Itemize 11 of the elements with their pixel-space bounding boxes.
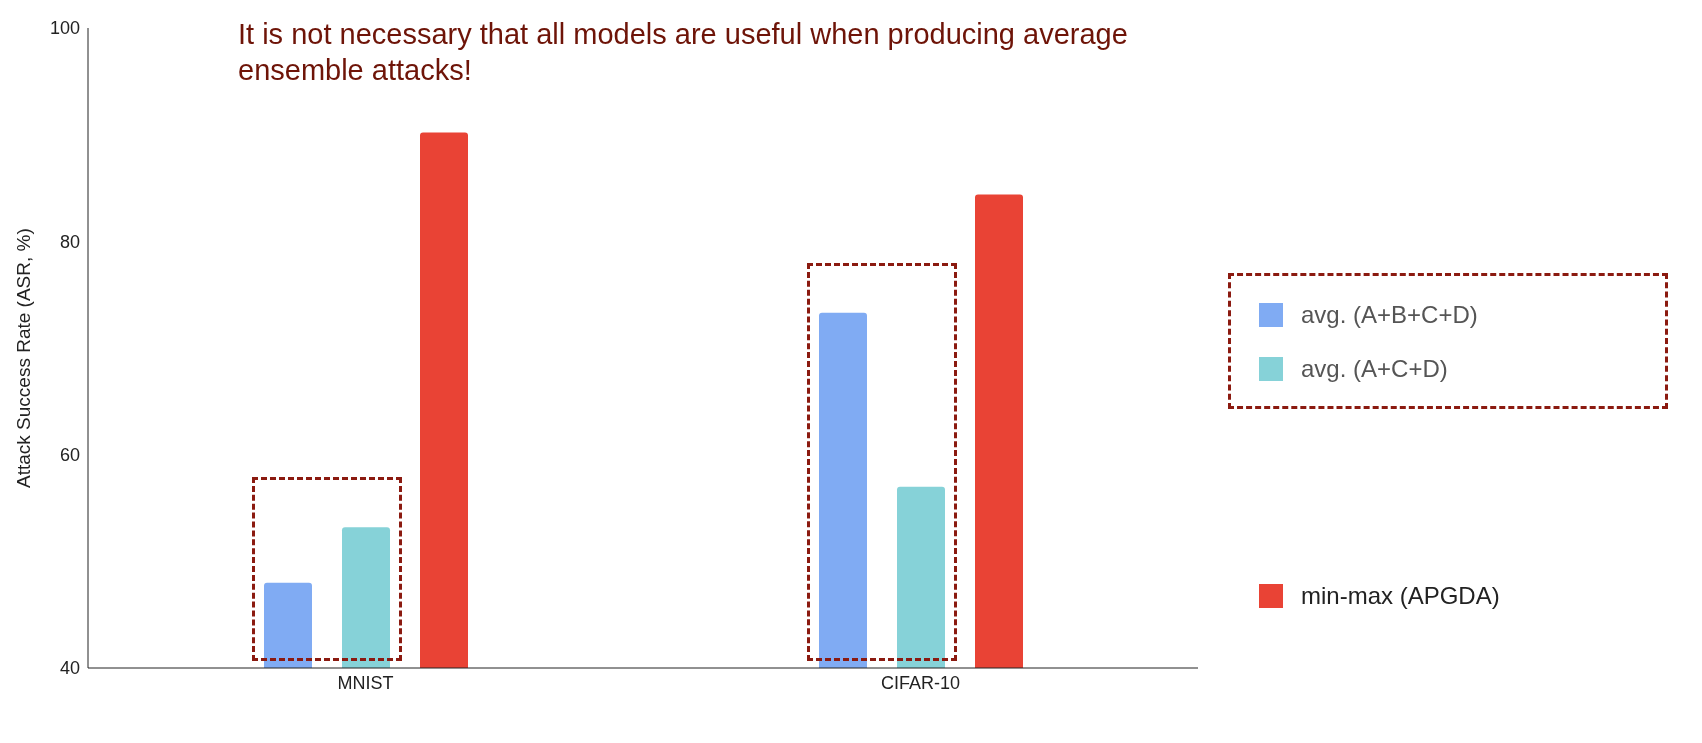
y-axis-title: Attack Success Rate (ASR, %) — [12, 228, 34, 488]
legend-label: min-max (APGDA) — [1301, 582, 1500, 610]
y-tick-label: 40 — [59, 658, 80, 679]
legend-label: avg. (A+C+D) — [1301, 355, 1448, 383]
chart-title: It is not necessary that all models are useful when producing average ensemble attacks! — [238, 17, 1129, 88]
y-tick-label: 100 — [49, 18, 80, 39]
x-tick-label: CIFAR-10 — [880, 672, 961, 693]
x-tick-label: MNIST — [337, 672, 394, 693]
y-tick-label: 60 — [59, 445, 80, 466]
y-tick-label: 80 — [59, 231, 80, 252]
legend-label: avg. (A+B+C+D) — [1301, 301, 1478, 329]
